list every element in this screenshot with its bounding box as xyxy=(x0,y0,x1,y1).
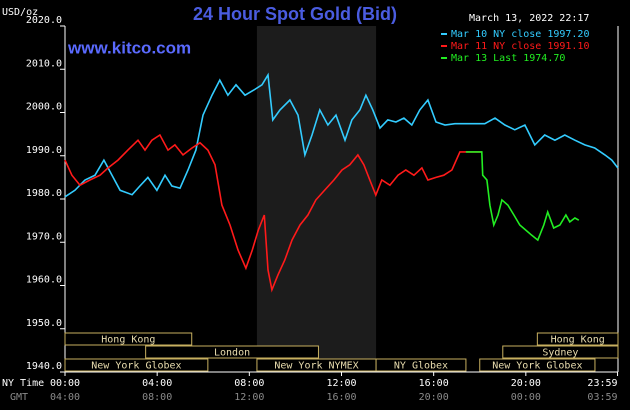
y-tick-label: 2020.0 xyxy=(26,15,62,26)
session-label: Hong Kong xyxy=(551,335,605,346)
session-label: Sydney xyxy=(542,348,578,359)
session-label: Hong Kong xyxy=(101,335,155,346)
x2-tick-label: 20:00 xyxy=(419,392,449,403)
y-tick-label: 2000.0 xyxy=(26,102,62,113)
session-box xyxy=(502,345,619,359)
y-tick-label: 1960.0 xyxy=(26,275,62,286)
x2-tick-label: 03:59 xyxy=(587,392,617,403)
y-tick-label: 1950.0 xyxy=(26,318,62,329)
site-label: www.kitco.com xyxy=(67,38,191,57)
session-label: New York Globex xyxy=(91,361,181,372)
x2-axis-label: GMT xyxy=(10,392,28,403)
y-tick-label: 2010.0 xyxy=(26,58,62,69)
legend-label: Mar 10 NY close 1997.20 xyxy=(451,29,589,40)
x2-tick-label: 16:00 xyxy=(326,392,356,403)
session-box xyxy=(479,358,596,372)
chart-title: 24 Hour Spot Gold (Bid) xyxy=(193,4,397,24)
x-tick-label: 16:00 xyxy=(419,378,449,389)
x-tick-label: 04:00 xyxy=(142,378,172,389)
x2-tick-label: 12:00 xyxy=(234,392,264,403)
y-tick-label: 1980.0 xyxy=(26,188,62,199)
x-tick-label: 12:00 xyxy=(326,378,356,389)
session-label: London xyxy=(214,348,250,359)
unit-label: USD/oz xyxy=(2,7,38,18)
legend-label: Mar 11 NY close 1991.10 xyxy=(451,41,589,52)
session-box xyxy=(536,332,619,346)
x-tick-label: 00:00 xyxy=(50,378,80,389)
timestamp: March 13, 2022 22:17 xyxy=(469,13,589,24)
x2-tick-label: 00:00 xyxy=(511,392,541,403)
series-line xyxy=(465,151,580,242)
series-line xyxy=(64,133,482,293)
legend-label: Mar 13 Last 1974.70 xyxy=(451,53,565,64)
session-box xyxy=(64,332,193,346)
series-line xyxy=(64,72,619,198)
y-tick-label: 1990.0 xyxy=(26,145,62,156)
x-axis-label: NY Time xyxy=(2,378,44,389)
session-box xyxy=(64,358,209,372)
x2-tick-label: 04:00 xyxy=(50,392,80,403)
x-tick-label: 08:00 xyxy=(234,378,264,389)
y-tick-label: 1970.0 xyxy=(26,231,62,242)
y-tick-label: 1940.0 xyxy=(26,361,62,372)
session-label: NY Globex xyxy=(394,361,448,372)
plot-area: 2020.0 2010.0 2000.0 1990.0 1980.0 1970.0 1960… xyxy=(26,15,619,403)
x-tick-label: 20:00 xyxy=(511,378,541,389)
x2-tick-label: 08:00 xyxy=(142,392,172,403)
session-label: New York NYMEX xyxy=(274,361,358,372)
session-label: New York Globex xyxy=(492,361,582,372)
session-box xyxy=(145,345,319,359)
session-box xyxy=(375,358,467,372)
x-tick-label: 23:59 xyxy=(587,378,617,389)
